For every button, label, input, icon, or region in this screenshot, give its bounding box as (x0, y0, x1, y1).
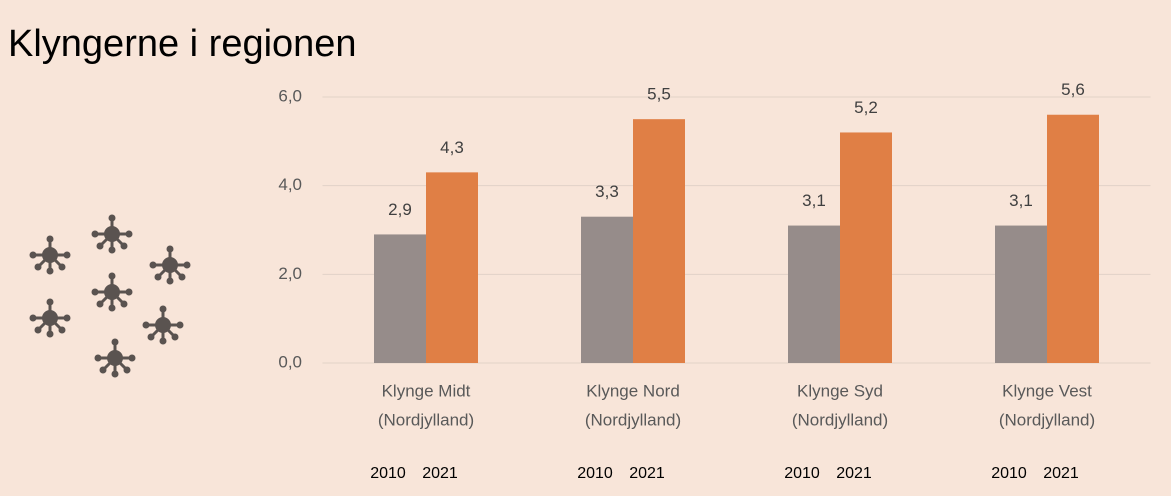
value-label: 4,3 (440, 138, 464, 157)
legend-label: 2010 (784, 465, 820, 482)
value-label: 3,3 (595, 182, 619, 201)
x-tick-label: Klynge Midt (382, 381, 471, 400)
y-tick-label: 2,0 (278, 264, 302, 283)
y-tick-label: 6,0 (278, 86, 302, 105)
x-tick-label: Klynge Syd (797, 381, 883, 400)
legend-label: 2010 (370, 465, 406, 482)
legend-label: 2021 (422, 465, 458, 482)
legend-label: 2010 (577, 465, 613, 482)
legend-label: 2021 (629, 465, 665, 482)
value-label: 5,6 (1061, 80, 1085, 99)
bar (633, 119, 685, 364)
bar (1047, 114, 1099, 363)
bar (581, 216, 633, 363)
y-tick-label: 0,0 (278, 352, 302, 371)
x-tick-label: (Nordjylland) (585, 410, 681, 429)
chart-title: Klyngerne i regionen (8, 23, 357, 65)
x-tick-label: Klynge Nord (586, 381, 680, 400)
x-tick-label: (Nordjylland) (792, 410, 888, 429)
y-tick-label: 4,0 (278, 175, 302, 194)
bar (995, 225, 1047, 363)
value-label: 3,1 (802, 191, 826, 210)
x-tick-label: (Nordjylland) (378, 410, 474, 429)
x-tick-label: (Nordjylland) (999, 410, 1095, 429)
value-label: 5,5 (647, 85, 671, 104)
legend-label: 2021 (836, 465, 872, 482)
value-label: 5,2 (854, 98, 878, 117)
value-label: 3,1 (1009, 191, 1033, 210)
bar (788, 225, 840, 363)
x-tick-label: Klynge Vest (1002, 381, 1092, 400)
legend-label: 2021 (1043, 465, 1079, 482)
bar (374, 234, 426, 363)
value-label: 2,9 (388, 200, 412, 219)
bar (426, 172, 478, 363)
bar (840, 132, 892, 363)
legend-label: 2010 (991, 465, 1027, 482)
